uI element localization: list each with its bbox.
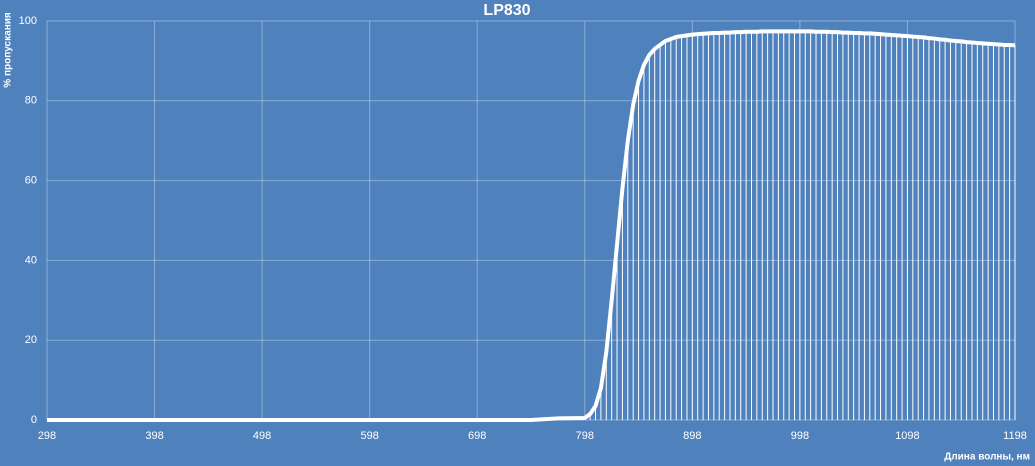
x-tick-label: 598 — [360, 430, 378, 442]
y-tick-label: 100 — [19, 15, 37, 27]
x-tick-label: 898 — [683, 430, 701, 442]
x-tick-label: 1198 — [1003, 430, 1027, 442]
x-tick-label: 298 — [38, 430, 56, 442]
y-tick-label: 80 — [25, 95, 37, 107]
x-tick-label: 398 — [145, 430, 163, 442]
y-tick-label: 60 — [25, 175, 37, 187]
y-tick-label: 40 — [25, 254, 37, 266]
x-tick-label: 1098 — [895, 430, 919, 442]
y-tick-label: 0 — [31, 414, 37, 426]
chart-title: LP830 — [483, 2, 530, 19]
y-tick-label: 20 — [25, 334, 37, 346]
x-tick-label: 698 — [468, 430, 486, 442]
data-line — [47, 29, 1016, 422]
x-tick-label: 498 — [253, 430, 271, 442]
x-tick-label: 998 — [791, 430, 809, 442]
y-axis-label: % пропускания — [3, 12, 14, 88]
x-tick-label: 798 — [576, 430, 594, 442]
x-axis-label: Длина волны, нм — [944, 452, 1030, 463]
